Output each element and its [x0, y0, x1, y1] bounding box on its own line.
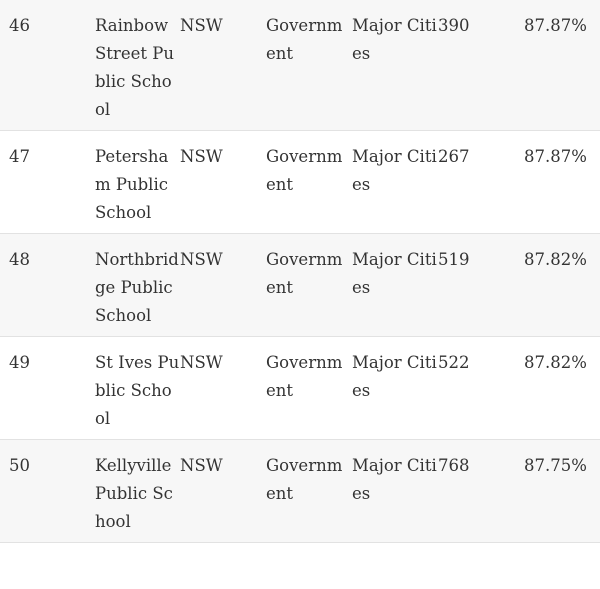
sector-cell: Government: [266, 250, 343, 297]
sector-cell: Government: [266, 16, 343, 63]
table-row: 47 Petersham Public School NSW Governmen…: [0, 130, 600, 234]
table-row: 50 Kellyville Public School NSW Governme…: [0, 439, 600, 543]
location-cell: Major Cities: [352, 147, 437, 194]
enrolments-cell: 522: [438, 353, 470, 372]
school-name-cell: St Ives Public School: [95, 353, 180, 428]
score-cell: 87.82%: [524, 353, 587, 372]
location-cell: Major Cities: [352, 250, 437, 297]
location-cell: Major Cities: [352, 456, 437, 503]
enrolments-cell: 267: [438, 147, 470, 166]
score-cell: 87.87%: [524, 147, 587, 166]
rank-cell: 50: [9, 456, 30, 475]
rank-cell: 47: [9, 147, 30, 166]
enrolments-cell: 768: [438, 456, 470, 475]
location-cell: Major Cities: [352, 16, 437, 63]
enrolments-cell: 390: [438, 16, 470, 35]
score-cell: 87.82%: [524, 250, 587, 269]
sector-cell: Government: [266, 353, 343, 400]
enrolments-cell: 519: [438, 250, 470, 269]
state-cell: NSW: [180, 456, 223, 475]
rank-cell: 49: [9, 353, 30, 372]
state-cell: NSW: [180, 16, 223, 35]
school-name-cell: Northbridge Public School: [95, 250, 179, 325]
score-cell: 87.87%: [524, 16, 587, 35]
table-row: 49 St Ives Public School NSW Government …: [0, 336, 600, 440]
sector-cell: Government: [266, 147, 343, 194]
school-ranking-table: 46 Rainbow Street Public School NSW Gove…: [0, 0, 600, 543]
school-name-cell: Rainbow Street Public School: [95, 16, 174, 119]
state-cell: NSW: [180, 353, 223, 372]
state-cell: NSW: [180, 250, 223, 269]
rank-cell: 48: [9, 250, 30, 269]
school-name-cell: Petersham Public School: [95, 147, 169, 222]
table-row: 46 Rainbow Street Public School NSW Gove…: [0, 0, 600, 131]
sector-cell: Government: [266, 456, 343, 503]
location-cell: Major Cities: [352, 353, 437, 400]
rank-cell: 46: [9, 16, 30, 35]
school-name-cell: Kellyville Public School: [95, 456, 173, 531]
score-cell: 87.75%: [524, 456, 587, 475]
state-cell: NSW: [180, 147, 223, 166]
table-row: 48 Northbridge Public School NSW Governm…: [0, 233, 600, 337]
